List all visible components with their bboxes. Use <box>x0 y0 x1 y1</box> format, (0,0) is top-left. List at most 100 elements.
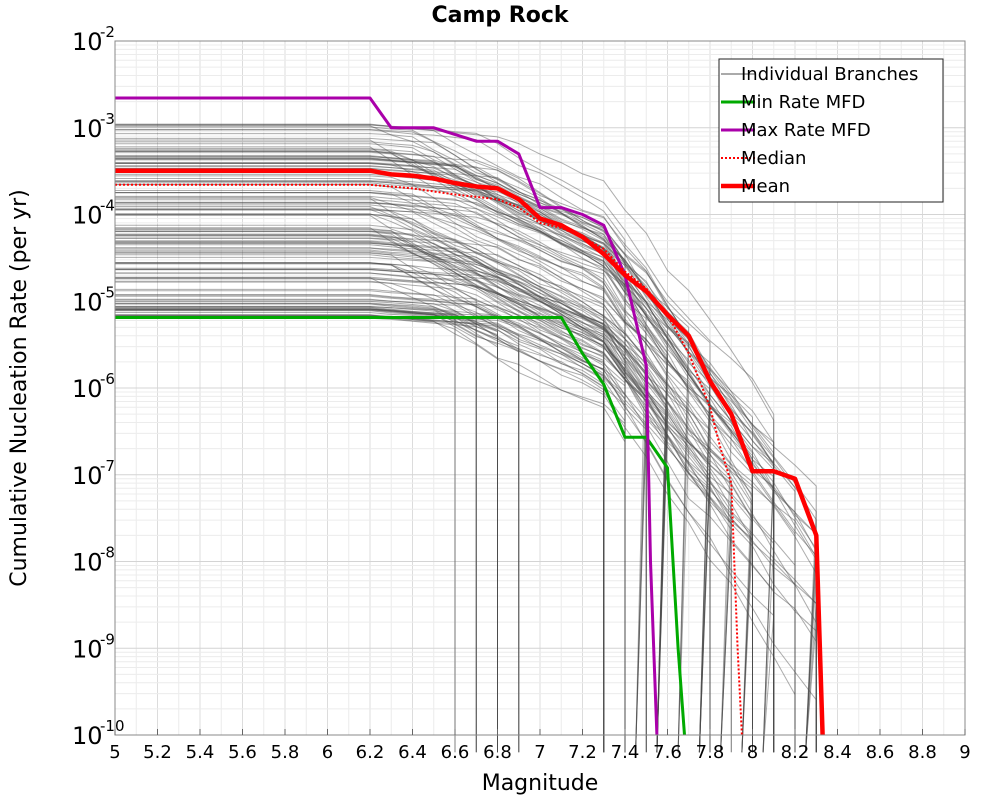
branch-line <box>115 308 477 753</box>
x-tick-label: 8.6 <box>866 742 895 763</box>
y-tick-exponent: -10 <box>100 717 125 735</box>
branch-line <box>115 202 669 753</box>
branch-line <box>115 163 647 753</box>
series-min-rate-mfd <box>115 316 686 736</box>
x-tick-label: 9 <box>959 742 970 763</box>
y-tick-base: 10 <box>72 28 103 56</box>
x-tick-label: 5.4 <box>186 742 215 763</box>
x-tick-label: 6.4 <box>398 742 427 763</box>
branch-line <box>115 306 520 753</box>
branch-line <box>115 302 456 753</box>
x-tick-label: 7 <box>534 742 545 763</box>
branch-line <box>115 309 477 753</box>
branch-line <box>115 150 626 753</box>
branch-line <box>115 207 669 753</box>
branch-line <box>115 129 626 753</box>
branch-line <box>115 235 817 753</box>
branch-line <box>115 202 690 753</box>
branch-line <box>115 263 817 753</box>
branch-line <box>115 241 647 753</box>
y-tick-label: 10-8 <box>72 544 115 577</box>
branch-line <box>115 158 690 753</box>
x-tick-label: 5 <box>109 742 120 763</box>
branch-line <box>115 143 775 753</box>
branch-line <box>115 182 817 753</box>
legend-label: Individual Branches <box>741 64 918 85</box>
branch-line <box>115 209 732 753</box>
branch-line <box>115 309 605 753</box>
y-tick-base: 10 <box>72 635 103 663</box>
branch-line <box>115 237 669 753</box>
y-ticks: 10-210-310-410-510-610-710-810-910-10 <box>72 23 125 750</box>
x-axis-label: Magnitude <box>482 771 599 796</box>
branch-line <box>115 247 817 753</box>
branch-line <box>115 310 605 753</box>
branch-line <box>115 281 775 753</box>
branch-line <box>115 227 754 753</box>
branch-line <box>115 240 647 753</box>
series-median <box>115 183 743 736</box>
branch-line <box>115 192 605 753</box>
branch-line <box>115 156 817 753</box>
branch-line <box>115 204 753 753</box>
y-tick-label: 10-9 <box>72 630 115 663</box>
y-tick-label: 10-5 <box>72 283 115 316</box>
branch-line <box>115 294 605 753</box>
branch-line <box>115 214 669 753</box>
branch-line <box>115 192 647 753</box>
series-mean <box>115 168 825 736</box>
branch-line <box>115 146 775 753</box>
grid <box>114 41 966 736</box>
y-tick-label: 10-2 <box>72 23 115 56</box>
x-tick-label: 6.2 <box>356 742 385 763</box>
branch-line <box>115 125 775 753</box>
branch-line <box>115 241 732 753</box>
legend-label: Median <box>741 148 806 169</box>
y-tick-base: 10 <box>72 722 103 750</box>
y-tick-exponent: -3 <box>100 110 115 128</box>
branch-line <box>115 181 605 753</box>
y-tick-base: 10 <box>72 202 103 230</box>
y-tick-label: 10-4 <box>72 197 115 230</box>
x-tick-label: 6.6 <box>441 742 470 763</box>
branch-line <box>115 184 711 753</box>
branch-line <box>115 123 775 753</box>
branch-line <box>115 306 605 753</box>
y-tick-exponent: -7 <box>100 457 115 475</box>
y-tick-exponent: -5 <box>100 283 115 301</box>
branch-line <box>115 269 753 753</box>
branch-line <box>115 166 775 753</box>
branch-line <box>115 234 754 753</box>
branch-line <box>115 309 626 753</box>
branch-line <box>115 233 647 753</box>
branch-lines <box>115 123 817 753</box>
x-tick-label: 5.6 <box>228 742 257 763</box>
branch-line <box>115 256 817 753</box>
branch-line <box>115 272 647 753</box>
x-tick-label: 7.8 <box>696 742 725 763</box>
branch-line <box>115 288 626 753</box>
branch-line <box>115 151 817 753</box>
branch-line <box>115 224 669 753</box>
branch-line <box>115 262 647 753</box>
y-tick-base: 10 <box>72 288 103 316</box>
chart-title: Camp Rock <box>431 3 569 28</box>
x-ticks: 5 5.2 5.4 5.6 5.8 6 6.2 6.4 6.6 6.8 7 7.2 7.4 7.6 7.8 8… <box>109 729 971 763</box>
branch-line <box>115 252 817 753</box>
y-tick-exponent: -6 <box>100 370 115 388</box>
x-tick-label: 8.2 <box>781 742 810 763</box>
branch-line <box>115 277 753 753</box>
x-tick-label: 5.2 <box>143 742 172 763</box>
branch-line <box>115 197 753 753</box>
branch-line <box>115 124 775 753</box>
x-tick-label: 6 <box>322 742 333 763</box>
branch-line <box>115 192 817 753</box>
branch-line <box>115 294 626 753</box>
legend: Individual Branches Min Rate MFD Max Rate … <box>718 58 944 203</box>
y-tick-label: 10-10 <box>72 717 125 750</box>
branch-line <box>115 229 626 753</box>
branch-line <box>115 276 669 753</box>
branch-line <box>115 230 796 753</box>
branch-line <box>115 213 754 753</box>
